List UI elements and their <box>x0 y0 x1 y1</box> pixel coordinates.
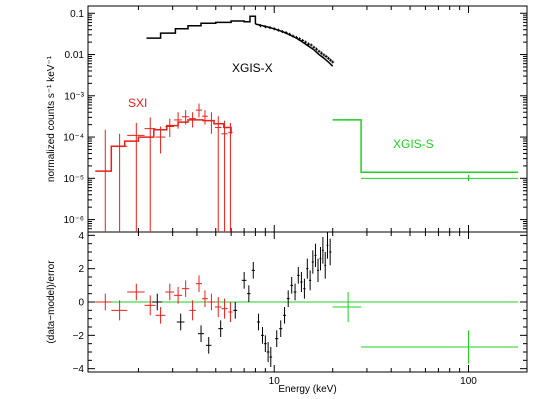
model-step-line <box>146 15 257 39</box>
series-label: SXI <box>128 96 147 110</box>
panel-frames <box>87 5 528 373</box>
series-label: XGIS-S <box>393 137 434 151</box>
series-label: XGIS-X <box>232 61 273 75</box>
y-tick-label: 10⁻⁴ <box>63 133 84 144</box>
y-tick-label: 0 <box>78 298 84 309</box>
x-axis-title: Energy (keV) <box>278 384 336 395</box>
y-tick-label: 2 <box>78 264 84 275</box>
y-tick-label: 0.1 <box>70 9 84 20</box>
data-marks <box>95 15 519 367</box>
top-panel-frame <box>87 5 528 233</box>
y-tick-label: 10⁻⁵ <box>63 174 84 185</box>
x-tick-label: 100 <box>460 376 477 387</box>
y-tick-label: 4 <box>78 231 84 242</box>
y-tick-label: 0.01 <box>65 50 85 61</box>
axis-ticks <box>88 6 528 372</box>
y-tick-label: −4 <box>73 364 85 375</box>
x-tick-label: 10 <box>269 376 281 387</box>
model-curve-line <box>255 23 334 67</box>
y-tick-label: 10⁻⁶ <box>63 215 84 226</box>
text-labels: 0.1 0.01 10⁻³ 10⁻⁴ 10⁻⁵ 10⁻⁶ 4 2 0 −2 −4 10 100 Energ… <box>46 9 477 395</box>
y-axis-title-top: normalized counts s⁻¹ keV⁻¹ <box>46 55 57 182</box>
y-axis-title-bottom: (data−model)/error <box>46 260 57 344</box>
model-step-line <box>95 119 232 172</box>
y-tick-label: 10⁻³ <box>64 91 84 102</box>
y-tick-label: −2 <box>73 331 85 342</box>
